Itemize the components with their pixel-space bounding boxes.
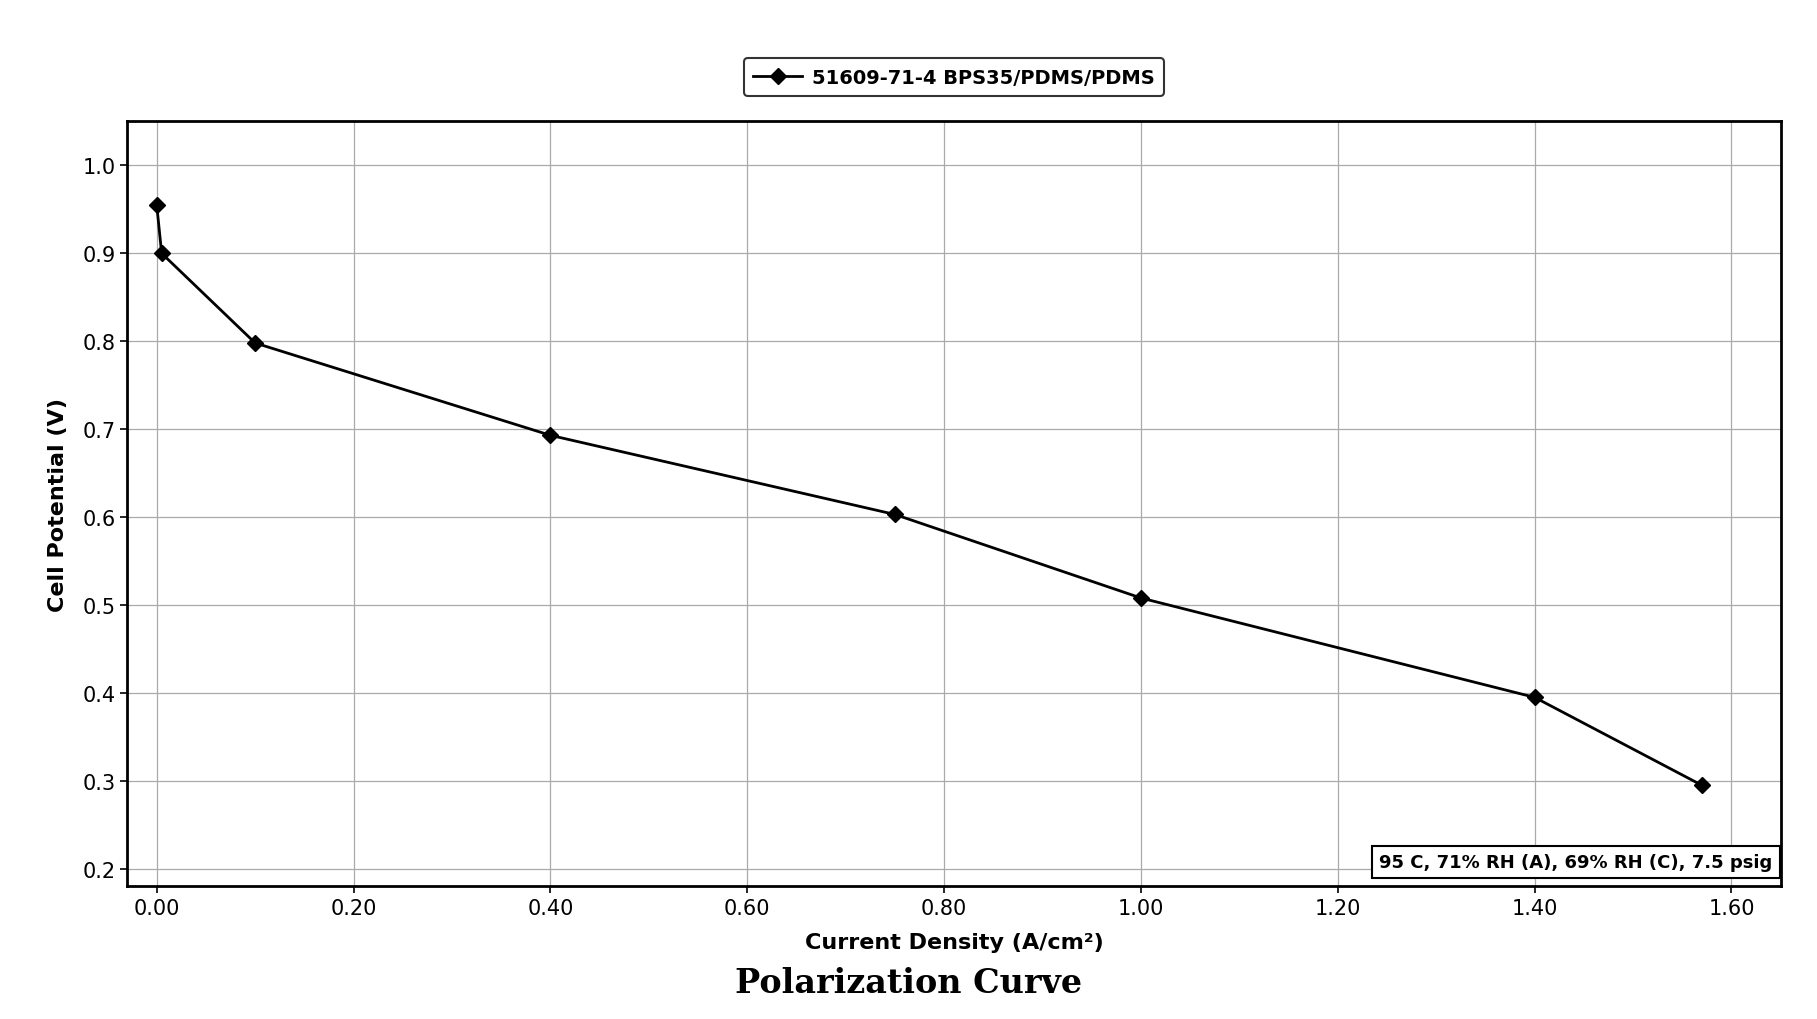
51609-71-4 BPS35/PDMS/PDMS [145, 200, 167, 212]
51609-71-4 BPS35/PDMS/PDMS [883, 508, 905, 521]
51609-71-4 BPS35/PDMS/PDMS [1524, 692, 1546, 704]
51609-71-4 BPS35/PDMS/PDMS [243, 337, 265, 350]
51609-71-4 BPS35/PDMS/PDMS [1130, 592, 1152, 604]
Line: 51609-71-4 BPS35/PDMS/PDMS: 51609-71-4 BPS35/PDMS/PDMS [151, 200, 1708, 791]
X-axis label: Current Density (A/cm²): Current Density (A/cm²) [805, 932, 1103, 952]
51609-71-4 BPS35/PDMS/PDMS [1692, 780, 1713, 792]
Y-axis label: Cell Potential (V): Cell Potential (V) [49, 397, 69, 611]
Text: Polarization Curve: Polarization Curve [734, 966, 1083, 999]
Legend: 51609-71-4 BPS35/PDMS/PDMS: 51609-71-4 BPS35/PDMS/PDMS [743, 59, 1165, 97]
51609-71-4 BPS35/PDMS/PDMS [540, 430, 561, 442]
Text: 95 C, 71% RH (A), 69% RH (C), 7.5 psig: 95 C, 71% RH (A), 69% RH (C), 7.5 psig [1379, 853, 1772, 871]
51609-71-4 BPS35/PDMS/PDMS [151, 248, 173, 260]
